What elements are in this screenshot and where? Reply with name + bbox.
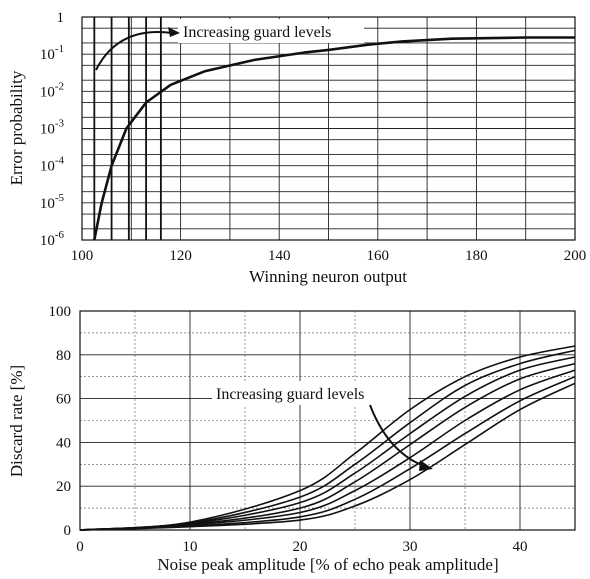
series-line-3 bbox=[79, 356, 576, 531]
y-tick-label: 60 bbox=[56, 392, 71, 408]
y-axis-label: Discard rate [%] bbox=[7, 365, 26, 477]
x-tick-labels: 100 120 140 160 180 200 bbox=[71, 248, 587, 264]
x-tick-label: 20 bbox=[293, 539, 308, 555]
x-tick-label: 40 bbox=[513, 539, 528, 555]
x-tick-labels: 0 10 20 30 40 bbox=[76, 539, 527, 555]
y-tick-label: 20 bbox=[56, 479, 71, 495]
y-tick-label: 10-4 bbox=[40, 155, 65, 175]
y-tick-label: 10-2 bbox=[40, 80, 64, 100]
discard-rate-chart: 0 10 20 30 40 0 20 40 60 80 100 Noise peak amplit… bbox=[7, 304, 576, 574]
annotation-arrowhead bbox=[419, 460, 433, 471]
y-tick-label: 80 bbox=[56, 348, 71, 364]
x-axis-label: Winning neuron output bbox=[249, 267, 407, 286]
y-tick-labels: 1 10-1 10-2 10-3 10-4 10-5 10-6 bbox=[40, 10, 65, 249]
y-tick-label: 10-1 bbox=[40, 43, 64, 63]
x-axis-label: Noise peak amplitude [% of echo peak amp… bbox=[157, 555, 498, 574]
x-tick-label: 10 bbox=[183, 539, 198, 555]
x-tick-label: 140 bbox=[268, 248, 291, 264]
plot-frame bbox=[81, 16, 576, 241]
x-tick-label: 160 bbox=[367, 248, 390, 264]
series-layer bbox=[93, 36, 575, 241]
x-tick-label: 100 bbox=[71, 248, 94, 264]
x-tick-label: 30 bbox=[403, 539, 418, 555]
series-line-1 bbox=[93, 36, 575, 241]
series-line-1 bbox=[79, 345, 576, 531]
x-tick-label: 0 bbox=[76, 539, 84, 555]
x-tick-label: 180 bbox=[465, 248, 488, 264]
series-line-5 bbox=[79, 369, 576, 531]
guard-level-lines bbox=[93, 17, 162, 240]
annotation-text: Increasing guard levels bbox=[216, 386, 364, 403]
y-tick-label: 10-5 bbox=[40, 192, 65, 212]
y-tick-label: 0 bbox=[64, 523, 72, 539]
annotation-arrow bbox=[95, 31, 173, 71]
y-tick-label: 40 bbox=[56, 435, 71, 451]
y-tick-label: 10-3 bbox=[40, 118, 65, 138]
y-tick-labels: 0 20 40 60 80 100 bbox=[49, 304, 72, 539]
x-tick-label: 200 bbox=[564, 248, 587, 264]
annotation-arrow bbox=[369, 404, 425, 467]
series-layer bbox=[79, 345, 576, 531]
x-tick-label: 120 bbox=[169, 248, 192, 264]
y-tick-label: 10-6 bbox=[40, 229, 65, 249]
y-tick-label: 1 bbox=[57, 10, 65, 26]
plot-frame bbox=[79, 310, 576, 531]
annotation-arrowhead bbox=[168, 27, 180, 37]
y-axis-label: Error probability bbox=[7, 70, 26, 185]
y-tick-label: 100 bbox=[49, 304, 72, 320]
series-line-7 bbox=[79, 382, 576, 531]
annotation-background bbox=[212, 381, 408, 405]
annotation-background bbox=[178, 19, 364, 43]
annotation-text: Increasing guard levels bbox=[183, 24, 331, 41]
error-probability-chart: 100 120 140 160 180 200 1 10-1 10-2 10-3 10-4 10-5… bbox=[7, 10, 586, 286]
